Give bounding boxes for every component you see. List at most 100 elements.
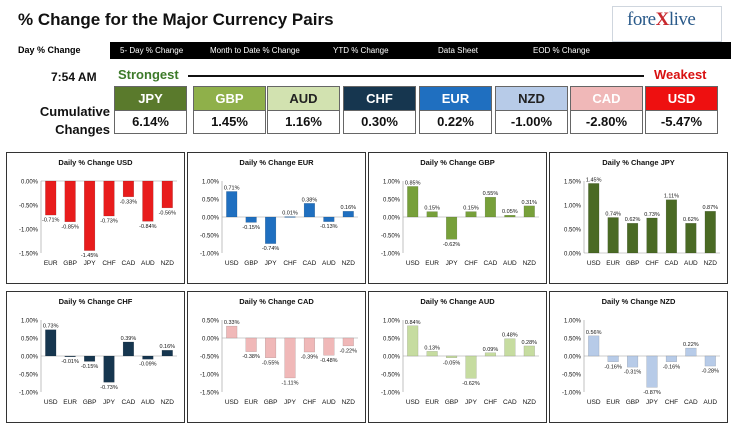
data-label: -0.05%: [443, 360, 461, 366]
y-tick-label: 0.00%: [202, 216, 220, 222]
y-tick-label: -1.00%: [381, 391, 401, 397]
x-tick-label: USD: [225, 399, 239, 406]
data-label: -0.73%: [100, 385, 118, 391]
x-tick-label: EUR: [44, 260, 58, 267]
data-label: 0.38%: [302, 197, 318, 203]
x-tick-label: EUR: [63, 399, 77, 406]
chart-title: Daily % Change USD: [58, 158, 133, 167]
y-tick-label: -0.50%: [562, 373, 582, 379]
data-label: 0.05%: [502, 209, 518, 215]
data-label: -0.16%: [604, 364, 622, 370]
bar-gbp: [245, 216, 257, 223]
strength-arrow-line: [188, 75, 644, 77]
x-tick-label: USD: [406, 260, 420, 267]
bar-usd: [407, 186, 419, 218]
data-label: -0.22%: [340, 348, 358, 354]
bar-usd: [588, 335, 600, 357]
timestamp: 7:54 AM: [51, 70, 97, 84]
rank-currency-value: 0.30%: [344, 110, 415, 133]
bar-chf: [484, 352, 496, 357]
tab-month-to-date-change[interactable]: Month to Date % Change: [210, 46, 300, 55]
x-tick-label: USD: [587, 260, 601, 267]
chart-title: Daily % Change CAD: [239, 297, 314, 306]
bar-chf: [303, 337, 315, 353]
bar-aud: [323, 216, 335, 222]
x-tick-label: NZD: [342, 260, 356, 267]
y-tick-label: 0.00%: [383, 216, 401, 222]
x-tick-label: NZD: [342, 399, 356, 406]
x-tick-label: JPY: [103, 399, 116, 406]
x-tick-label: JPY: [265, 260, 278, 267]
tab-5-day-change[interactable]: 5- Day % Change: [120, 46, 184, 55]
y-tick-label: 0.50%: [202, 319, 220, 325]
bar-aud: [142, 180, 154, 222]
bar-usd: [226, 191, 238, 218]
bar-cad: [665, 199, 677, 254]
chart-panel-jpy: Daily % Change JPY 1.50% 1.00% 0.50% 0.00% 1.…: [549, 152, 728, 284]
x-tick-label: CAD: [122, 399, 136, 406]
data-label: -0.62%: [462, 381, 480, 387]
data-label: 0.87%: [702, 205, 718, 211]
bar-cad: [685, 347, 697, 357]
rank-box-eur: EUR 0.22%: [419, 86, 492, 134]
data-label: -0.73%: [100, 219, 118, 225]
tab-eod-change[interactable]: EOD % Change: [533, 46, 590, 55]
bar-cad: [122, 341, 134, 357]
rank-box-cad: CAD -2.80%: [570, 86, 643, 134]
bar-usd: [588, 183, 600, 254]
bar-chf: [665, 355, 677, 362]
bar-cad: [303, 203, 315, 218]
tab-ytd-change[interactable]: YTD % Change: [333, 46, 389, 55]
x-tick-label: CAD: [484, 260, 498, 267]
x-tick-label: NZD: [161, 260, 175, 267]
x-tick-label: CHF: [484, 399, 497, 406]
bar-aud: [504, 215, 516, 218]
bar-nzd: [161, 180, 173, 209]
bar-eur: [245, 337, 257, 352]
bar-gbp: [446, 355, 458, 358]
y-tick-label: 1.00%: [202, 180, 220, 186]
y-tick-label: -0.50%: [381, 234, 401, 240]
rank-currency-name: CAD: [571, 87, 642, 110]
x-tick-label: USD: [44, 399, 58, 406]
bar-jpy: [84, 180, 96, 251]
rank-currency-value: 1.45%: [194, 110, 265, 133]
data-label: -0.48%: [320, 358, 338, 364]
data-label: 0.28%: [521, 340, 537, 346]
chart-title: Daily % Change CHF: [58, 297, 133, 306]
data-label: -0.31%: [624, 370, 642, 376]
chart-panel-usd: Daily % Change USD 0.00% -0.50% -1.00% -1.50…: [6, 152, 185, 284]
y-tick-label: -1.00%: [200, 252, 220, 258]
rank-currency-value: -2.80%: [571, 110, 642, 133]
tab-day-change[interactable]: Day % Change: [0, 42, 110, 59]
data-label: -0.62%: [443, 242, 461, 248]
x-tick-label: CAD: [303, 260, 317, 267]
data-label: -0.85%: [61, 224, 79, 230]
data-label: 0.16%: [340, 205, 356, 211]
x-tick-label: USD: [406, 399, 420, 406]
x-tick-label: GBP: [264, 399, 278, 406]
data-label: -0.15%: [242, 225, 260, 231]
chart-panel-chf: Daily % Change CHF 1.00% 0.50% 0.00% -0.50% -…: [6, 291, 185, 423]
y-tick-label: -1.50%: [200, 391, 220, 397]
bar-chart: 1.00% 0.50% 0.00% -0.50% -1.00% 0.71% USD -0.15…: [200, 180, 358, 267]
tab-data-sheet[interactable]: Data Sheet: [438, 46, 479, 55]
bar-nzd: [342, 211, 354, 218]
bar-gbp: [265, 337, 277, 358]
forexlive-logo[interactable]: foreXlive: [612, 6, 722, 42]
bar-usd: [45, 329, 57, 357]
y-tick-label: 0.50%: [564, 337, 582, 343]
x-tick-label: CHF: [464, 260, 477, 267]
cumulative-label-line1: Cumulative: [39, 104, 110, 119]
bar-nzd: [523, 205, 535, 218]
x-tick-label: GBP: [626, 260, 640, 267]
x-tick-label: EUR: [425, 260, 439, 267]
x-tick-label: AUD: [141, 399, 155, 406]
chart-title: Daily % Change AUD: [420, 297, 495, 306]
y-tick-label: -0.50%: [19, 204, 39, 210]
bar-gbp: [84, 355, 96, 362]
x-tick-label: AUD: [503, 260, 517, 267]
bar-usd: [226, 325, 238, 339]
chart-panel-aud: Daily % Change AUD 1.00% 0.50% 0.00% -0.50% -…: [368, 291, 547, 423]
data-label: 0.13%: [424, 345, 440, 351]
